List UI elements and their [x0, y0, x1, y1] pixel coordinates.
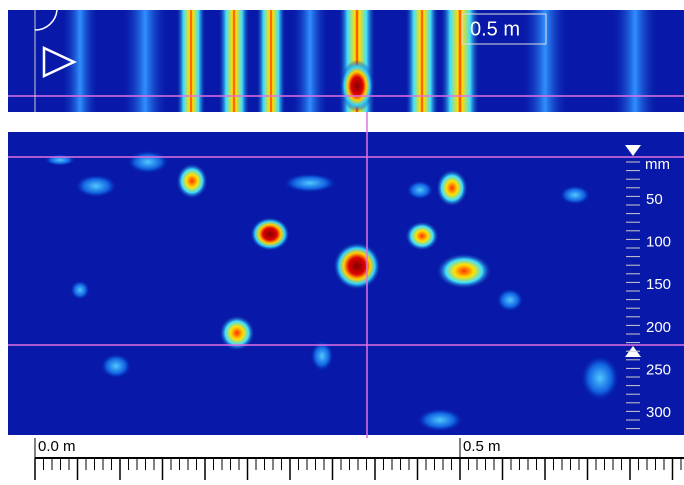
depth-label: 200: [646, 319, 671, 336]
depth-label: 150: [646, 276, 671, 293]
depth-label: 100: [646, 234, 671, 251]
depth-label: 50: [646, 191, 663, 208]
depth-unit: mm: [645, 156, 670, 173]
depth-ticks: [626, 161, 640, 430]
top-stripes: [60, 10, 660, 112]
depth-label: 300: [646, 404, 671, 421]
depth-labels: 50 100 150 200 250 300: [646, 191, 671, 421]
ruler-label: 0.5 m: [463, 438, 501, 455]
scale-label: 0.5 m: [470, 18, 520, 40]
depth-label: 250: [646, 361, 671, 378]
ruler-label: 0.0 m: [38, 438, 76, 455]
depth-handle-top[interactable]: [625, 145, 641, 156]
arc-icon: [34, 9, 58, 31]
ruler: [34, 457, 684, 480]
play-button[interactable]: [42, 46, 77, 78]
scale-box: [461, 13, 547, 45]
reflections: [44, 150, 620, 432]
